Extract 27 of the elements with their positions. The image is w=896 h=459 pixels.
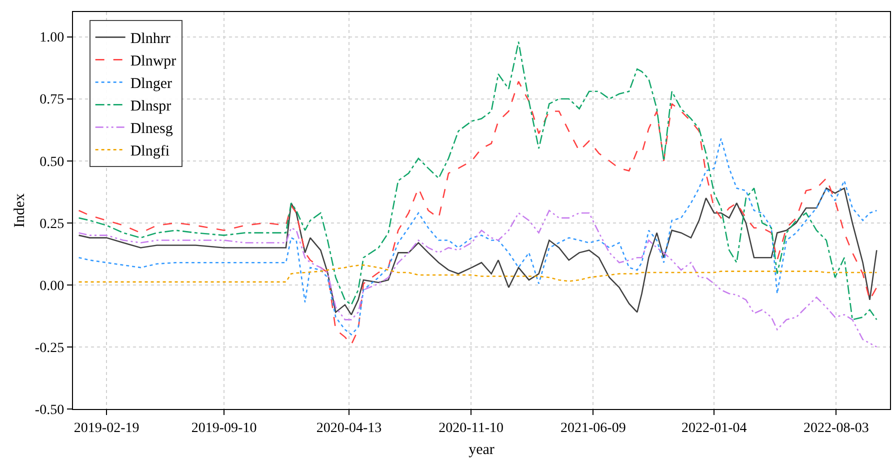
x-tick-label: 2021-06-09 [560, 420, 626, 436]
legend-label: Dlngfi [130, 144, 170, 160]
x-axis-title: year [468, 442, 494, 458]
legend-label: Dlnspr [130, 98, 172, 115]
y-axis-title: Index [12, 192, 28, 228]
x-tick-label: 2020-11-10 [438, 420, 504, 436]
x-tick-label: 2020-04-13 [316, 420, 382, 436]
line-series [78, 210, 878, 348]
x-tick-label: 2022-08-03 [804, 420, 869, 436]
x-tick-label: 2019-09-10 [191, 420, 257, 436]
y-tick-label: 0.25 [40, 216, 64, 232]
x-tick-label: 2022-01-04 [681, 420, 747, 436]
legend-label: Dlnesg [130, 121, 174, 138]
y-tick-label: 1.00 [40, 30, 64, 46]
y-tick-label: 0.50 [40, 154, 64, 170]
y-tick-label: -0.25 [34, 340, 64, 356]
line-series [78, 188, 878, 316]
y-tick-label: 0.75 [40, 92, 64, 108]
y-tick-label: -0.50 [34, 402, 64, 418]
x-tick-label: 2019-02-19 [74, 420, 140, 436]
legend-label: Dlnwpr [130, 54, 176, 70]
legend-label: Dlnhrr [130, 31, 170, 48]
line-series [78, 264, 878, 283]
line-series [78, 41, 878, 320]
legend-label: Dlnger [130, 76, 172, 92]
y-tick-label: 0.00 [40, 278, 64, 294]
line-series [78, 138, 878, 336]
